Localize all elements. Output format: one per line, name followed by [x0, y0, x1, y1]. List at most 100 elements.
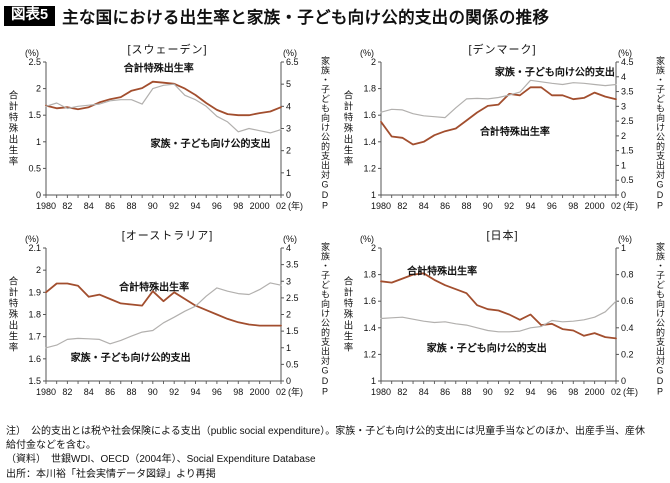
- chart-plot-area: 0 0.5 1 1.5 2 2.5 0 1 2 3 4 5 6.5 1980 82 84 86 88 90 92 94 9…: [28, 57, 303, 211]
- x-tick-label: 98: [568, 201, 578, 211]
- x-tick-label: 86: [440, 387, 450, 397]
- y-tick-label: 2.5: [621, 116, 634, 126]
- fertility-line: [380, 86, 617, 146]
- chart-denmark: [デンマーク] (%) (%) 合計特殊出生率 家族・子ども向け公的支出対GDP…: [335, 40, 670, 240]
- fertility-line: [380, 272, 617, 340]
- y-tick-label: 1.8: [28, 310, 41, 320]
- left-axis-title: 合計特殊出生率: [341, 90, 353, 167]
- fertility-series-label: 合計特殊出生率: [479, 125, 550, 138]
- y-tick-label: 1: [36, 137, 41, 147]
- left-axis-title: 合計特殊出生率: [341, 276, 353, 353]
- x-tick-label: 02: [611, 387, 621, 397]
- spending-line: [380, 300, 617, 333]
- y-tick-label: 0: [286, 376, 291, 386]
- y-tick-label: 1.9: [28, 287, 41, 297]
- left-axis-unit: (%): [360, 48, 374, 58]
- x-tick-label: 1980: [36, 201, 56, 211]
- x-tick-label: 92: [504, 387, 514, 397]
- note-line: 給付金などを含む。: [6, 440, 96, 452]
- x-tick-label: 92: [169, 387, 179, 397]
- y-tick-label: 3: [286, 124, 291, 134]
- x-tick-label: 02: [611, 201, 621, 211]
- y-tick-label: 0: [621, 376, 626, 386]
- right-axis-title: 家族・子ども向け公的支出対GDP: [320, 56, 330, 211]
- x-tick-label: 86: [105, 201, 115, 211]
- x-axis-suffix: (年): [623, 200, 638, 211]
- y-tick-label: 1.5: [621, 146, 634, 156]
- x-tick-label: 82: [397, 201, 407, 211]
- y-tick-label: 3.5: [621, 87, 634, 97]
- y-tick-label: 6.5: [286, 57, 299, 67]
- spending-series-label: 家族・子ども向け公的支出: [71, 351, 191, 364]
- y-tick-label: 1.5: [286, 326, 299, 336]
- y-tick-label: 1.2: [363, 163, 376, 173]
- y-tick-label: 4: [286, 101, 291, 111]
- x-axis-suffix: (年): [623, 386, 638, 397]
- figure-tag: 図表5: [4, 5, 56, 27]
- x-tick-label: 2000: [585, 201, 605, 211]
- figure-header: 図表5 主な国における出生率と家族・子ども向け公的支出の関係の推移: [4, 4, 549, 28]
- page-title: 主な国における出生率と家族・子ども向け公的支出の関係の推移: [62, 9, 550, 27]
- x-tick-label: 90: [148, 201, 158, 211]
- chart-title: [スウェーデン]: [127, 44, 208, 56]
- y-tick-label: 0.8: [621, 270, 634, 280]
- right-axis-title: 家族・子ども向け公的支出対GDP: [655, 242, 665, 397]
- x-tick-label: 86: [105, 387, 115, 397]
- x-tick-label: 84: [419, 201, 429, 211]
- x-tick-label: 02: [276, 387, 286, 397]
- x-tick-label: 92: [169, 201, 179, 211]
- y-tick-label: 1.8: [363, 270, 376, 280]
- x-tick-label: 94: [191, 387, 201, 397]
- x-axis-suffix: (年): [288, 200, 303, 211]
- y-tick-label: 2: [36, 265, 41, 275]
- x-tick-label: 84: [84, 387, 94, 397]
- chart-plot-area: 1 1.2 1.4 1.6 1.8 2 0 0.5 1 1.5 2 2.5 3 3.5 4 4.5 1980 82…: [363, 57, 638, 211]
- x-tick-label: 98: [233, 387, 243, 397]
- x-tick-label: 82: [397, 387, 407, 397]
- x-tick-label: 88: [126, 201, 136, 211]
- fertility-series-label: 合計特殊出生率: [406, 265, 477, 278]
- y-tick-label: 4.5: [621, 57, 634, 67]
- y-tick-label: 0.4: [621, 323, 634, 333]
- y-tick-label: 0: [286, 190, 291, 200]
- y-tick-label: 1.7: [28, 332, 41, 342]
- chart-sweden: [スウェーデン] (%) (%) 合計特殊出生率 家族・子ども向け公的支出対GD…: [0, 40, 335, 240]
- x-tick-label: 98: [568, 387, 578, 397]
- y-tick-label: 0.6: [621, 296, 634, 306]
- y-tick-label: 0.5: [28, 163, 41, 173]
- chart-title: [オーストラリア]: [121, 230, 214, 242]
- y-tick-label: 1.6: [28, 354, 41, 364]
- x-tick-label: 96: [547, 201, 557, 211]
- x-tick-label: 94: [191, 201, 201, 211]
- left-axis-unit: (%): [25, 48, 39, 58]
- spending-series-label: 家族・子ども向け公的支出: [151, 137, 271, 150]
- x-tick-label: 90: [148, 387, 158, 397]
- right-axis-unit: (%): [618, 234, 632, 244]
- x-tick-label: 1980: [371, 387, 391, 397]
- x-tick-label: 2000: [250, 387, 270, 397]
- y-tick-label: 1.6: [363, 110, 376, 120]
- y-tick-label: 2.1: [28, 243, 41, 253]
- x-tick-label: 90: [483, 387, 493, 397]
- footnotes: 注） 公的支出とは税や社会保険による支出（public social expen…: [6, 425, 645, 482]
- y-tick-label: 5: [286, 79, 291, 89]
- y-tick-label: 1.8: [363, 84, 376, 94]
- x-tick-label: 86: [440, 201, 450, 211]
- y-tick-label: 3: [621, 101, 626, 111]
- x-tick-label: 96: [212, 201, 222, 211]
- y-tick-label: 2.5: [286, 293, 299, 303]
- fertility-series-label: 合計特殊出生率: [118, 281, 189, 294]
- fertility-line: [45, 80, 282, 117]
- y-tick-label: 1: [286, 168, 291, 178]
- note-line: 出所：本川裕「社会実情データ図録」より再掲: [6, 468, 216, 480]
- y-tick-label: 4: [286, 243, 291, 253]
- x-tick-label: 88: [126, 387, 136, 397]
- x-tick-label: 90: [483, 201, 493, 211]
- x-tick-label: 94: [526, 387, 536, 397]
- right-axis-unit: (%): [283, 234, 297, 244]
- y-tick-label: 0.2: [621, 349, 634, 359]
- y-tick-label: 2: [371, 243, 376, 253]
- y-tick-label: 1.4: [363, 323, 376, 333]
- x-tick-label: 2000: [585, 387, 605, 397]
